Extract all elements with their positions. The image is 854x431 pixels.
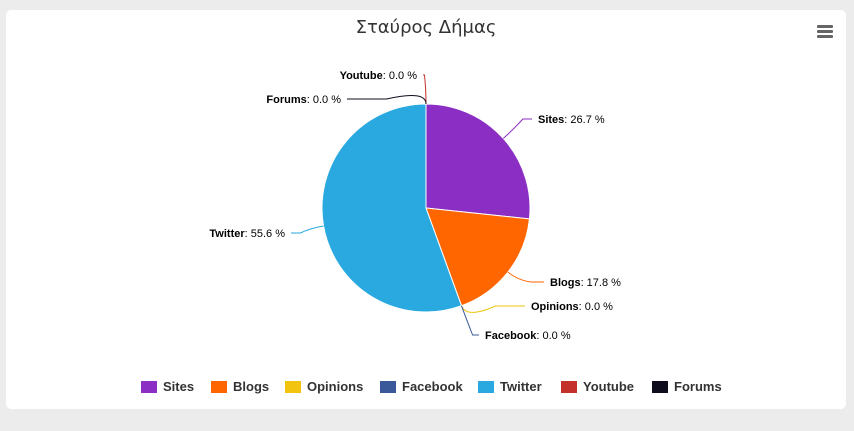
legend-label: Sites — [163, 379, 195, 394]
legend-swatch — [478, 381, 494, 393]
connector-opinions — [461, 305, 525, 313]
menu-bar — [817, 35, 833, 38]
data-label-value: : 0.0 % — [307, 94, 341, 106]
connector-blogs — [507, 271, 544, 283]
data-label-opinions: Opinions: 0.0 % — [531, 301, 613, 313]
legend-label: Forums — [674, 379, 722, 394]
legend-swatch — [285, 381, 301, 393]
pie-slice-blogs[interactable] — [425, 207, 530, 307]
data-label-name: Forums — [266, 94, 306, 106]
data-label-youtube: Youtube: 0.0 % — [340, 70, 418, 82]
data-label-value: : 55.6 % — [245, 228, 286, 240]
data-label-name: Twitter — [209, 228, 245, 240]
data-label-twitter: Twitter: 55.6 % — [209, 228, 285, 240]
pie-slice-sites[interactable] — [425, 103, 531, 220]
data-label-name: Blogs — [550, 277, 581, 289]
data-label-facebook: Facebook: 0.0 % — [485, 330, 571, 342]
connector-twitter — [291, 225, 324, 234]
data-label-value: : 0.0 % — [536, 330, 570, 342]
legend-swatch — [652, 381, 668, 393]
data-label-value: : 26.7 % — [564, 114, 605, 126]
menu-bar — [817, 30, 833, 33]
data-label-name: Opinions — [531, 301, 579, 313]
menu-bar — [817, 25, 833, 28]
legend-label: Facebook — [402, 379, 463, 394]
chart-title: Σταύρος Δήμας — [355, 17, 497, 38]
connector-sites — [502, 118, 532, 139]
pie-slices — [321, 103, 531, 313]
data-label-value: : 0.0 % — [383, 70, 417, 82]
data-label-value: : 0.0 % — [579, 301, 613, 313]
data-label-name: Youtube — [340, 70, 383, 82]
chart-legend: Sites Blogs Opinions Facebook Twitter Youtube… — [0, 378, 854, 398]
legend-swatch — [380, 381, 396, 393]
legend-label: Youtube — [583, 379, 635, 394]
data-label-blogs: Blogs: 17.8 % — [550, 277, 621, 289]
pie-labels: Sites: 26.7 %Blogs: 17.8 %Opinions: 0.0 … — [209, 70, 621, 342]
connector-forums — [347, 94, 427, 105]
data-label-name: Facebook — [485, 330, 537, 342]
data-label-name: Sites — [538, 114, 564, 126]
legend-label: Opinions — [307, 379, 364, 394]
connector-facebook — [461, 305, 479, 336]
legend-swatch — [561, 381, 577, 393]
legend-label: Twitter — [500, 379, 542, 394]
hamburger-menu-icon[interactable] — [814, 22, 836, 42]
pie-slice-twitter[interactable] — [321, 103, 463, 313]
data-label-sites: Sites: 26.7 % — [538, 114, 605, 126]
data-label-forums: Forums: 0.0 % — [266, 94, 341, 106]
legend-label: Blogs — [233, 379, 270, 394]
pie-connectors — [291, 74, 544, 336]
legend-swatch — [141, 381, 157, 393]
legend-swatch — [211, 381, 227, 393]
data-label-value: : 17.8 % — [581, 277, 622, 289]
